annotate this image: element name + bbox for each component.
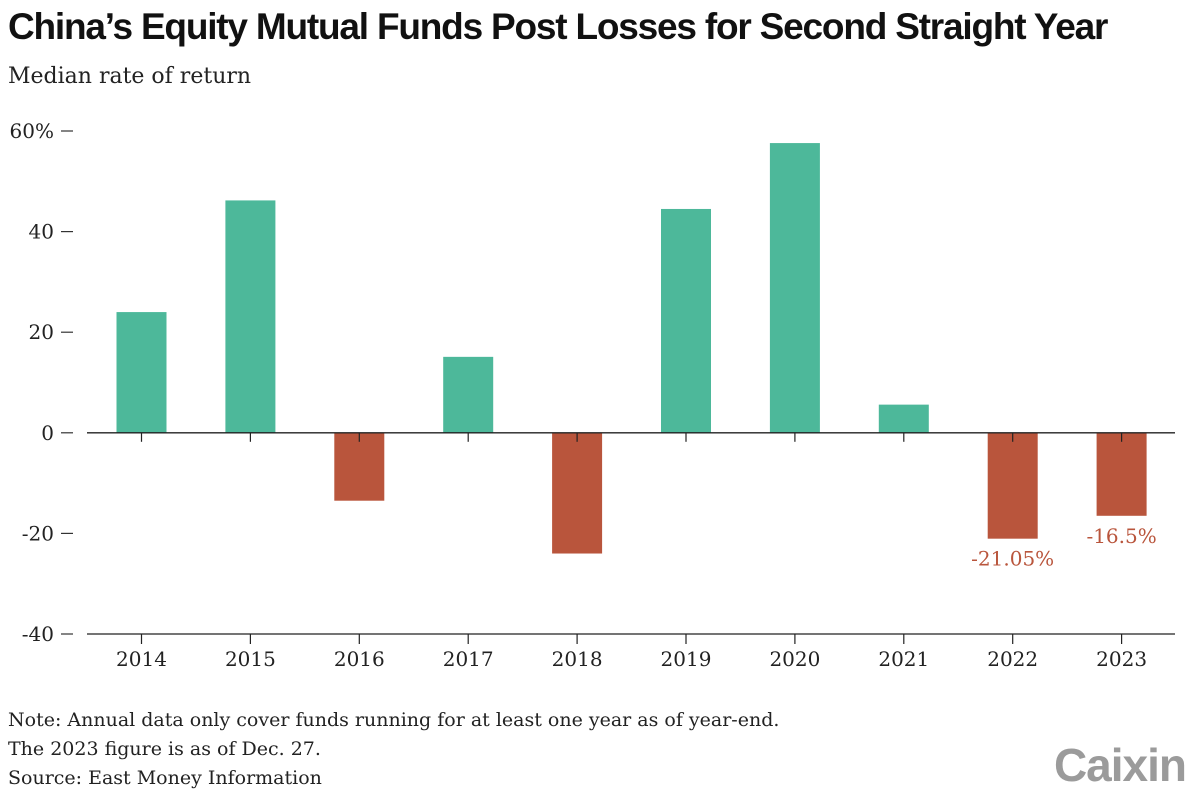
data-label-2023: -16.5% (1086, 524, 1156, 548)
data-label-2022: -21.05% (971, 547, 1054, 571)
x-tick-label: 2022 (987, 647, 1038, 671)
footnote-date: The 2023 figure is as of Dec. 27. (8, 738, 321, 760)
bar-2015 (225, 200, 276, 433)
bar-2018 (552, 432, 603, 554)
x-tick-label: 2018 (552, 647, 603, 671)
footnote-source: Source: East Money Information (8, 767, 322, 789)
chart-subtitle: Median rate of return (8, 64, 252, 89)
x-tick-label: 2014 (116, 647, 167, 671)
y-tick-label: 0 (41, 421, 54, 445)
y-tick-label: 40 (29, 220, 54, 244)
footnote: Note: Annual data only cover funds runni… (8, 706, 779, 793)
x-tick-label: 2019 (661, 647, 712, 671)
x-tick-label: 2021 (878, 647, 929, 671)
x-tick-label: 2015 (225, 647, 276, 671)
caixin-logo: Caixin (1053, 739, 1187, 791)
x-tick-label: 2017 (443, 647, 494, 671)
bar-2023 (1096, 432, 1147, 516)
bar-2022 (987, 432, 1038, 539)
bar-2021 (878, 404, 929, 433)
footnote-note: Note: Annual data only cover funds runni… (8, 709, 780, 731)
bar-2014 (116, 312, 167, 433)
x-tick-label: 2016 (334, 647, 385, 671)
y-tick-label: -20 (22, 521, 54, 545)
bar-2020 (769, 143, 820, 433)
x-tick-label: 2023 (1096, 647, 1147, 671)
bar-chart: 60% 40 20 0 -20 -40 2014 2015 2016 2017 2018 2019 20… (10, 119, 1175, 671)
bar-2019 (661, 208, 711, 433)
y-tick-label: 20 (29, 320, 54, 344)
chart-title: China’s Equity Mutual Funds Post Losses … (8, 6, 1108, 47)
bar-2017 (443, 356, 494, 433)
x-tick-label: 2020 (769, 647, 820, 671)
bar-2016 (334, 432, 385, 501)
y-tick-label: -40 (22, 622, 54, 646)
y-tick-label: 60% (10, 119, 54, 143)
